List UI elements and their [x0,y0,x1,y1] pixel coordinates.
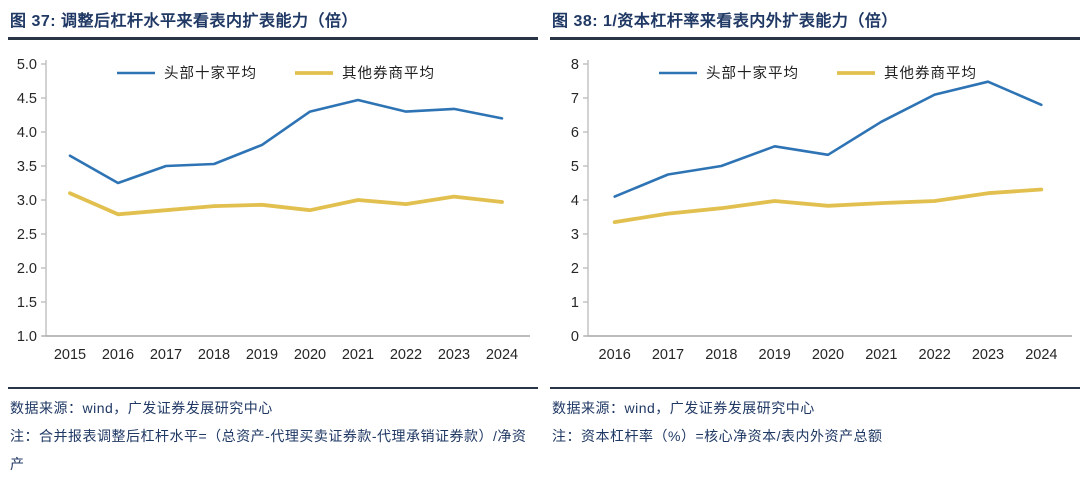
x-tick-label: 2022 [390,347,422,363]
x-tick-label: 2019 [759,347,791,363]
y-tick-label: 3 [571,227,579,243]
y-tick-label: 7 [571,91,579,107]
y-tick-label: 8 [571,57,579,73]
y-tick-label: 4 [571,193,579,209]
x-tick-label: 2018 [705,347,737,363]
legend-label-1: 其他券商平均 [884,65,977,82]
x-tick-label: 2023 [972,347,1004,363]
footer-rule [550,387,1080,389]
figure-title: 图 37: 调整后杠杆水平来看表内扩表能力（倍） [10,13,359,30]
title-rule [550,37,1080,40]
x-tick-label: 2021 [342,347,374,363]
x-tick-label: 2021 [865,347,897,363]
series-line-0 [68,98,504,185]
y-tick-label: 5 [571,159,579,175]
y-tick-label: 4.0 [17,125,37,141]
legend-label-0: 头部十家平均 [164,65,257,82]
figure-panel-right: 图 38: 1/资本杠杆率来看表内外扩表能力（倍） 0 1 2 3 4 5 6 7 8 2016 2… [550,4,1080,450]
x-tick-label: 2018 [198,347,230,363]
series-line-0 [613,80,1043,198]
x-tick-label: 2016 [599,347,631,363]
legend-label-0: 头部十家平均 [706,65,799,82]
y-tick-label: 1.0 [17,329,37,345]
series-line-1 [68,191,504,217]
chart-note: 注：合并报表调整后杠杆水平=（总资产-代理买卖证券款-代理承销证券款）/净资产 [10,428,527,472]
y-tick-label: 2 [571,261,579,277]
x-tick-label: 2024 [486,347,518,363]
y-tick-label: 1.5 [17,295,37,311]
legend-label-1: 其他券商平均 [342,65,435,82]
data-source: 数据来源：wind，广发证券发展研究中心 [10,400,273,416]
y-tick-label: 2.0 [17,261,37,277]
footer-rule [8,387,538,389]
y-tick-label: 6 [571,125,579,141]
series-line-1 [612,187,1044,225]
x-tick-label: 2016 [102,347,134,363]
x-tick-label: 2023 [438,347,470,363]
y-tick-label: 2.5 [17,227,37,243]
data-source: 数据来源：wind，广发证券发展研究中心 [552,400,815,416]
y-tick-label: 5.0 [17,57,37,73]
y-tick-label: 1 [571,295,579,311]
title-rule [8,37,538,40]
y-tick-label: 0 [571,329,579,345]
figure-title: 图 38: 1/资本杠杆率来看表内外扩表能力（倍） [552,13,898,30]
line-chart-capital-leverage: 0 1 2 3 4 5 6 7 8 2016 2017 2018 2019 2020 2021 2022 202… [571,57,1072,363]
x-tick-label: 2015 [54,347,86,363]
x-tick-label: 2020 [294,347,326,363]
x-tick-label: 2024 [1025,347,1057,363]
chart-note: 注：资本杠杆率（%）=核心净资本/表内外资产总额 [552,428,883,444]
x-tick-label: 2017 [652,347,684,363]
x-tick-label: 2019 [246,347,278,363]
y-tick-label: 3.0 [17,193,37,209]
y-tick-label: 3.5 [17,159,37,175]
x-tick-label: 2017 [150,347,182,363]
line-chart-adjusted-leverage: 1.0 1.5 2.0 2.5 3.0 3.5 4.0 4.5 5.0 2015 2016 2017 2… [17,57,530,363]
figure-panel-left: 图 37: 调整后杠杆水平来看表内扩表能力（倍） 1.0 1.5 2.0 2.5 3.0… [8,4,538,478]
x-tick-label: 2022 [919,347,951,363]
x-tick-label: 2020 [812,347,844,363]
y-tick-label: 4.5 [17,91,37,107]
